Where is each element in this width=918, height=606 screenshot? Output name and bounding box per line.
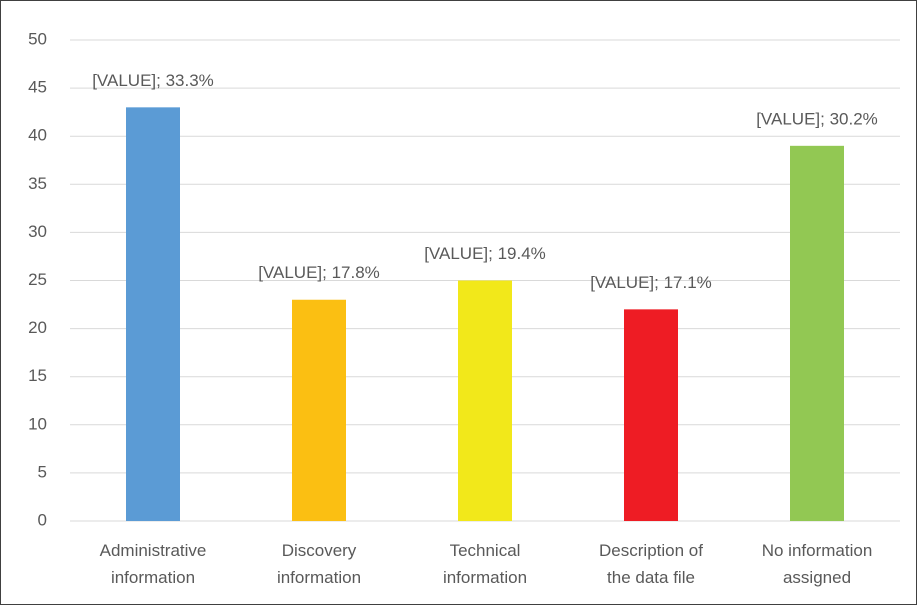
y-tick-label: 25 [28, 270, 47, 289]
y-tick-label: 40 [28, 126, 47, 145]
x-tick-label: Administrative information [99, 541, 207, 587]
x-tick-label: Discovery information [276, 541, 362, 587]
y-tick-label: 0 [38, 510, 47, 529]
bar [790, 145, 844, 521]
y-tick-label: 15 [28, 366, 47, 385]
bar [292, 299, 346, 521]
y-tick-label: 10 [28, 414, 47, 433]
y-tick-label: 5 [38, 462, 47, 481]
y-tick-label: 45 [28, 78, 47, 97]
bar [126, 107, 180, 521]
data-label: [VALUE]; 17.8% [258, 263, 380, 282]
y-tick-label: 50 [28, 29, 47, 48]
y-tick-label: 30 [28, 222, 47, 241]
x-tick-label: Technical information [442, 541, 528, 587]
data-label: [VALUE]; 33.3% [92, 71, 214, 90]
y-tick-label: 20 [28, 318, 47, 337]
data-label: [VALUE]; 19.4% [424, 244, 546, 263]
data-label: [VALUE]; 30.2% [756, 109, 878, 128]
x-tick-label: No information assigned [761, 541, 873, 587]
y-tick-label: 35 [28, 174, 47, 193]
x-tick-label: Description of the data file [599, 541, 703, 587]
bar [624, 309, 678, 521]
data-label: [VALUE]; 17.1% [590, 273, 712, 292]
bar [458, 280, 512, 521]
